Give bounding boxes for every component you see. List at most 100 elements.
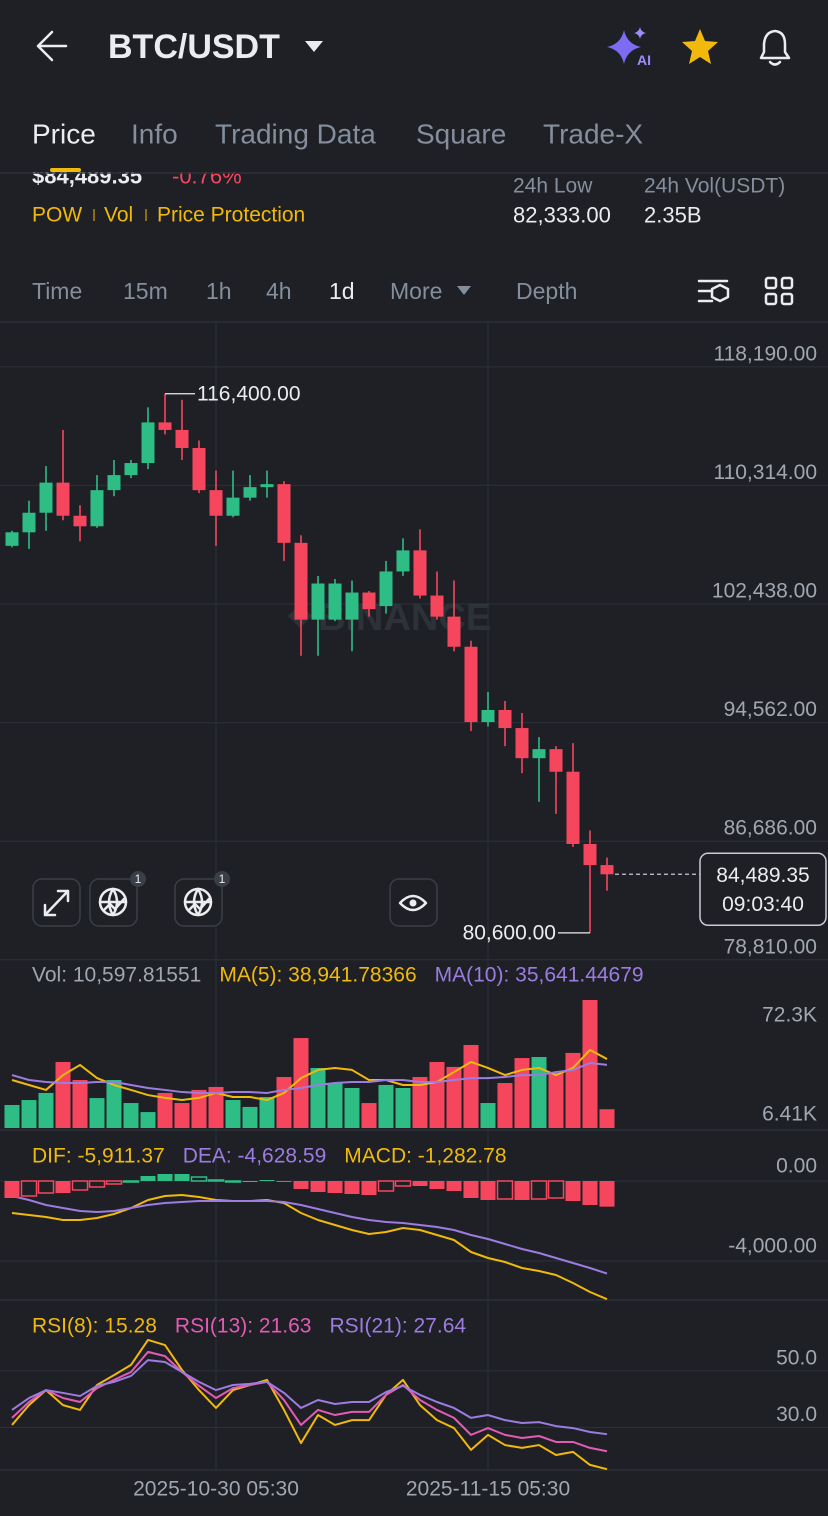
bar [191, 1089, 207, 1128]
y-tick-label: 102,438.00 [712, 580, 817, 603]
candle-body [209, 490, 223, 516]
tag[interactable]: POW [32, 204, 82, 227]
indicator-button[interactable]: 1 [174, 871, 230, 927]
y-tick-label: 72.3K [762, 1004, 817, 1027]
indicator-line [11, 1350, 608, 1453]
pair-caret[interactable] [305, 41, 323, 52]
x-tick-label: 2025-11-15 05:30 [406, 1478, 570, 1501]
bar [599, 1109, 615, 1128]
tag[interactable]: Price Protection [157, 204, 305, 227]
candle-body [226, 497, 240, 516]
last-price-label: 84,489.35 [716, 864, 809, 887]
legend-entry: Vol: 10,597.81551 [32, 964, 201, 987]
legend-entry: DEA: -4,628.59 [183, 1145, 327, 1168]
fullscreen-button[interactable] [32, 878, 81, 927]
candle-body [39, 482, 53, 513]
tab[interactable]: Trade-X [543, 119, 643, 150]
tab[interactable]: Price [32, 119, 96, 150]
bar [480, 1103, 496, 1128]
chart-settings-button[interactable] [697, 279, 730, 303]
bar [21, 1100, 37, 1128]
candle-body [413, 550, 427, 596]
bar [327, 1181, 343, 1193]
tab[interactable]: Trading Data [215, 119, 376, 150]
tag[interactable]: Vol [104, 204, 133, 227]
bar [293, 1181, 309, 1189]
interval-caret [457, 286, 471, 295]
bar [446, 1181, 462, 1191]
bar [310, 1181, 326, 1192]
bar [395, 1087, 411, 1128]
candle-body [566, 771, 580, 845]
bar [344, 1087, 360, 1128]
low-label: 80,600.00 [463, 921, 556, 944]
y-tick-label: -4,000.00 [728, 1235, 817, 1258]
bar [20, 1180, 38, 1197]
interval[interactable]: 4h [266, 278, 292, 304]
interval[interactable]: 15m [123, 278, 168, 304]
bar [208, 1086, 224, 1128]
notification-bell[interactable] [759, 29, 791, 66]
candle-body [447, 616, 461, 647]
bar [207, 1179, 225, 1182]
stat-value: 2.35B [644, 203, 702, 228]
candle-body [328, 583, 342, 620]
globe-lines [183, 887, 213, 917]
ai-button[interactable]: AI [607, 27, 651, 68]
pair-title[interactable]: BTC/USDT [108, 28, 280, 66]
candle-body [5, 532, 19, 546]
bar [190, 1176, 208, 1182]
candle-body [107, 475, 121, 491]
bar [480, 1181, 496, 1200]
stat-label: 24h Vol(USDT) [644, 175, 785, 198]
interval[interactable]: 1h [206, 278, 232, 304]
bar [582, 1181, 598, 1205]
favorite-star[interactable] [682, 29, 718, 64]
visibility-button[interactable] [389, 878, 438, 927]
back-button[interactable] [36, 30, 68, 62]
bar [106, 1080, 122, 1128]
indicator-line [11, 1195, 608, 1275]
layout-cell [780, 292, 794, 306]
bar [446, 1066, 462, 1128]
bar [310, 1067, 326, 1128]
last-price-box[interactable]: 84,489.35 09:03:40 [699, 852, 827, 927]
bar [259, 1097, 275, 1128]
indicator-button[interactable]: 1 [89, 871, 146, 927]
candle-body [362, 592, 376, 610]
layout-button[interactable] [764, 276, 794, 306]
legend-entry: MA(10): 35,641.44679 [435, 964, 644, 987]
bar [377, 1180, 395, 1192]
interval[interactable]: Depth [516, 278, 577, 304]
candle-body [430, 595, 444, 617]
ai-badge: AI [637, 52, 651, 68]
interval[interactable]: Time [32, 278, 82, 304]
last-price-frame [699, 852, 827, 927]
bar [276, 1181, 292, 1182]
tab[interactable]: Square [416, 119, 506, 150]
candle-body [549, 749, 563, 772]
badge [214, 871, 230, 887]
candle-body [464, 646, 478, 723]
charts: 118,190.00 110,314.00 102,438.00 94,562.00 8… [0, 323, 828, 1501]
bar [224, 1180, 242, 1183]
tab[interactable]: Info [131, 119, 178, 150]
interval[interactable]: 1d [329, 278, 355, 304]
bar [89, 1098, 105, 1128]
bar [140, 1176, 156, 1181]
bar [429, 1181, 445, 1189]
bar [140, 1112, 156, 1128]
y-tick-label: 6.41K [762, 1103, 817, 1126]
interval[interactable]: More [390, 278, 442, 304]
bar [259, 1180, 275, 1181]
bar [412, 1181, 428, 1186]
indicator-line [11, 1048, 608, 1102]
bar [565, 1181, 581, 1201]
bar [157, 1092, 173, 1128]
y-tick-label: 78,810.00 [724, 935, 817, 958]
bar [123, 1103, 139, 1128]
bar [394, 1180, 412, 1187]
